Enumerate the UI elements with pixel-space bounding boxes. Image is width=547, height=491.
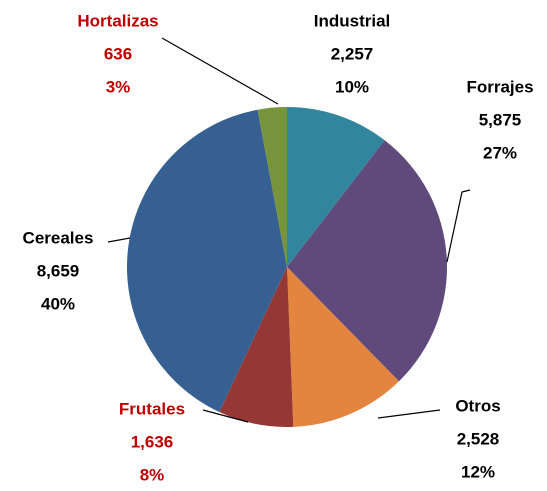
- slice-name: Industrial: [314, 11, 391, 30]
- slice-value: 5,875: [479, 110, 522, 129]
- pie-slice: [219, 267, 294, 427]
- slice-percent: 40%: [41, 294, 75, 313]
- slice-name: Forrajes: [466, 77, 533, 96]
- slice-percent: 3%: [106, 77, 131, 96]
- slice-value: 2,257: [331, 44, 374, 63]
- pie-slice: [257, 107, 287, 267]
- slice-name: Frutales: [119, 399, 185, 418]
- leader-line: [446, 189, 471, 263]
- slice-percent: 12%: [461, 462, 495, 481]
- pie-slice: [287, 140, 448, 382]
- slice-value: 636: [104, 44, 132, 63]
- pie-slice: [127, 109, 287, 412]
- pie: [127, 107, 448, 427]
- pie-slice: [287, 107, 385, 267]
- leader-line: [161, 37, 279, 105]
- slice-value: 1,636: [131, 432, 174, 451]
- slice-percent: 8%: [140, 465, 165, 484]
- leader-line: [107, 237, 131, 243]
- slice-percent: 10%: [335, 77, 369, 96]
- leader-line: [202, 409, 249, 423]
- slice-name: Hortalizas: [77, 11, 158, 30]
- slice-percent: 27%: [483, 143, 517, 162]
- labels: Industrial 2,257 10% Forrajes 5,875 27% Otros 2…: [23, 11, 534, 484]
- leader-line: [377, 409, 441, 419]
- slice-name: Otros: [455, 396, 500, 415]
- pie-slice: [287, 267, 399, 427]
- slice-value: 2,528: [457, 429, 500, 448]
- slice-name: Cereales: [23, 228, 94, 247]
- slice-value: 8,659: [37, 261, 80, 280]
